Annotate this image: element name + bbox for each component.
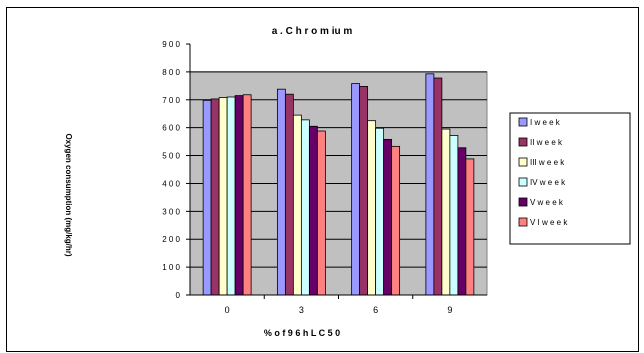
bar (276, 88, 286, 296)
bars (202, 73, 475, 296)
y-tick-label: 9 0 0 (162, 40, 180, 49)
y-tick-label: 4 0 0 (162, 179, 180, 188)
legend-label: V w e e k (530, 198, 564, 207)
legend (509, 112, 631, 245)
bar (375, 127, 385, 296)
axes (186, 43, 487, 299)
bar (457, 147, 467, 296)
x-tick-label: 9 (447, 305, 452, 315)
bar (433, 77, 443, 296)
y-axis-label: Oxygen consumption (mg/kg/hr) (64, 133, 73, 256)
legend-swatch (518, 217, 528, 227)
bar (300, 119, 310, 296)
bar (465, 158, 475, 296)
legend-label: V I w e e k (530, 218, 568, 227)
bar (202, 99, 212, 296)
legend-swatch (518, 137, 528, 147)
y-axis-label-group: Oxygen consumption (mg/kg/hr) (64, 133, 73, 256)
bar (316, 130, 326, 296)
legend-items: I w e e k II w e e k III w e e k IV w e e k… (518, 117, 568, 227)
chart-frame (6, 7, 639, 352)
legend-swatch (518, 197, 528, 207)
bar (234, 95, 244, 296)
x-tick-labels: 0 3 6 9 (225, 305, 453, 315)
bar (210, 98, 220, 296)
bar (351, 83, 361, 296)
legend-label: I w e e k (530, 118, 561, 127)
y-tick-label: 5 0 0 (162, 152, 180, 161)
legend-swatch (518, 117, 528, 127)
bar (449, 135, 459, 296)
bar (284, 93, 294, 296)
bar (383, 138, 393, 296)
bar (218, 97, 228, 296)
y-tick-label: 2 0 0 (162, 235, 180, 244)
bar (425, 73, 435, 296)
legend-label: IV w e e k (530, 178, 566, 187)
bar (359, 85, 369, 296)
bar (226, 96, 236, 296)
y-tick-label: 3 0 0 (162, 207, 180, 216)
legend-swatch (518, 157, 528, 167)
y-tick-label: 1 0 0 (162, 263, 180, 272)
legend-label: III w e e k (530, 158, 565, 167)
bar (308, 125, 318, 296)
x-axis-label: % o f 9 6 h L C 5 0 (264, 328, 340, 338)
bar (242, 94, 252, 296)
y-tick-labels: 0 1 0 0 2 0 0 3 0 0 4 0 0 5 0 0 6 0 0 7 0 0 8 0 … (162, 40, 180, 300)
bar (441, 128, 451, 296)
x-tick-label: 3 (299, 305, 304, 315)
legend-swatch (518, 177, 528, 187)
bar (391, 145, 401, 296)
y-tick-label: 8 0 0 (162, 68, 180, 77)
y-tick-label: 6 0 0 (162, 124, 180, 133)
legend-label: II w e e k (530, 138, 563, 147)
y-tick-label: 7 0 0 (162, 96, 180, 105)
x-tick-label: 0 (225, 305, 230, 315)
y-tick-label: 0 (176, 291, 181, 300)
bar (367, 120, 377, 296)
x-tick-label: 6 (373, 305, 378, 315)
bar (292, 114, 302, 296)
chart-title: a . C h r o m iu m (272, 26, 353, 37)
